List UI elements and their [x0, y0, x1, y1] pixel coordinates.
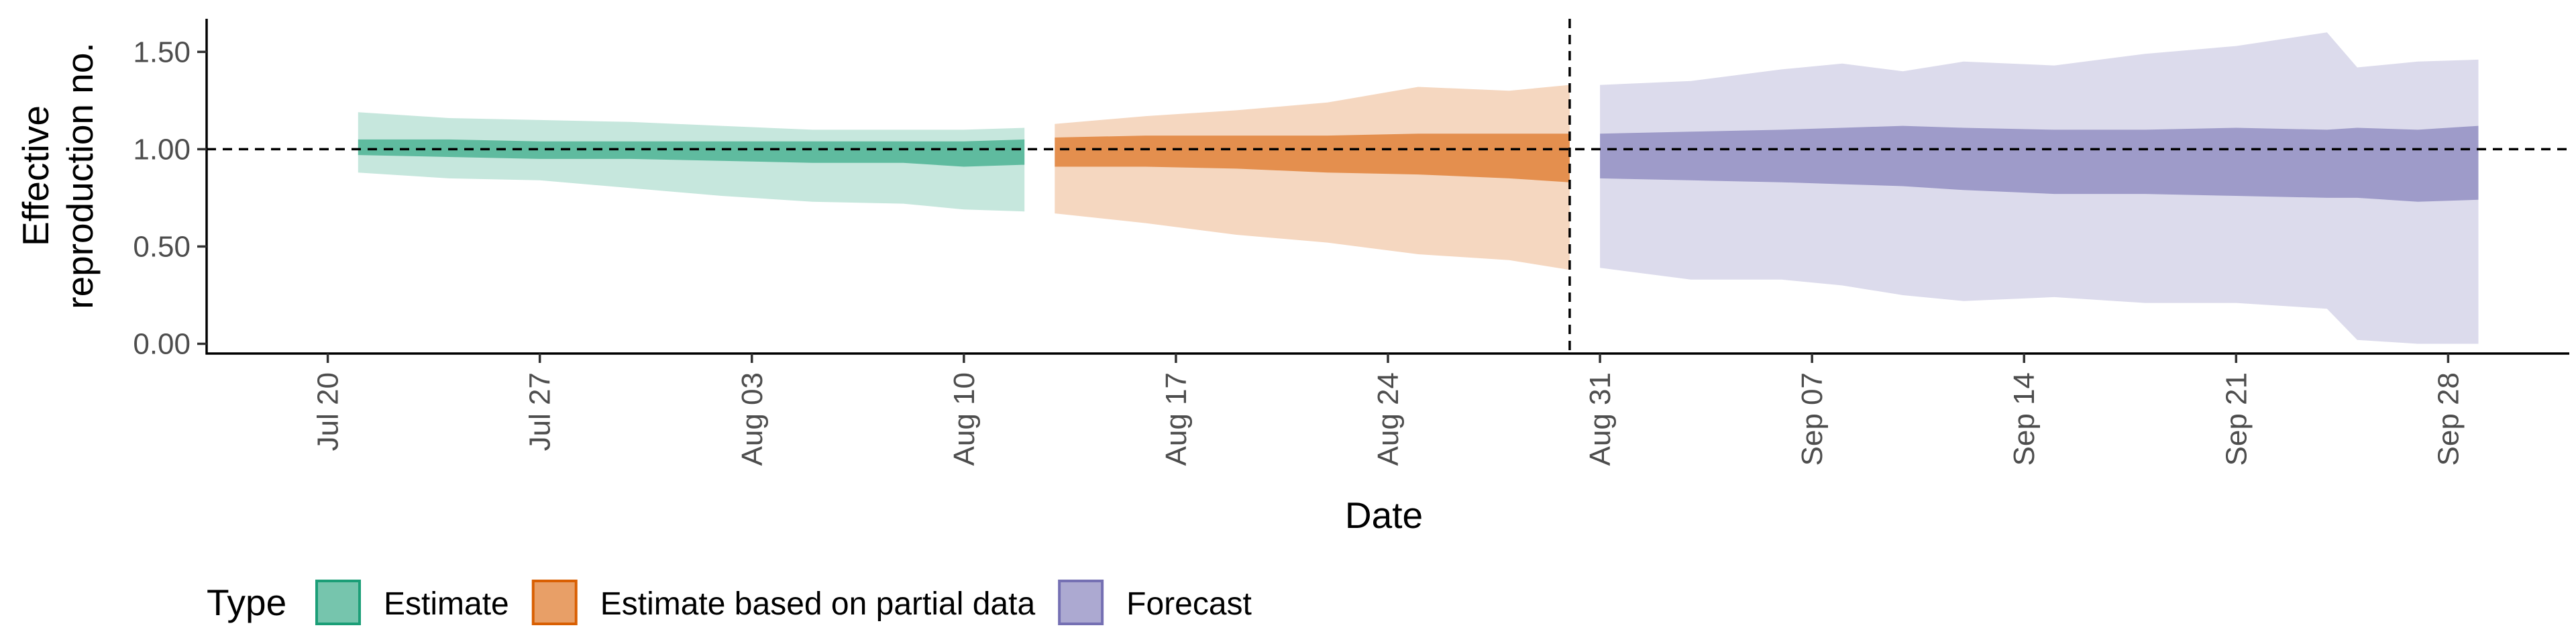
y-tick-label: 1.50 [133, 36, 191, 68]
reference-lines [207, 19, 2569, 354]
x-tick-label: Sep 21 [2220, 372, 2253, 466]
legend-swatch-estimate [315, 580, 361, 625]
x-tick-label: Sep 07 [1796, 372, 1829, 466]
band-inner-estimate-based-on-partial-data [1055, 133, 1570, 182]
axes: 0.00 0.50 1.00 1.50 Jul 20 Jul 27 Aug 03 Aug 10… [133, 19, 2569, 466]
x-tick-label: Aug 17 [1160, 372, 1193, 466]
x-tick-label: Aug 31 [1584, 372, 1617, 466]
x-tick-label: Jul 27 [524, 372, 557, 451]
ribbon-layer [358, 32, 2479, 344]
band-outer-estimate-based-on-partial-data [1055, 85, 1570, 270]
y-axis-title-line-1: Effective [15, 105, 56, 246]
y-axis-title-line-2: reproduction no. [59, 42, 101, 309]
x-tick-label: Aug 03 [736, 372, 769, 466]
y-tick-label: 1.00 [133, 133, 191, 166]
y-tick-label: 0.50 [133, 230, 191, 263]
band-inner-estimate [358, 139, 1025, 167]
legend-label-estimate: Estimate [384, 586, 509, 622]
y-tick-label: 0.00 [133, 327, 191, 360]
band-outer-estimate [358, 112, 1025, 212]
legend-swatch-estimate-based-on-partial-data [531, 580, 578, 625]
x-tick-label: Sep 14 [2008, 372, 2041, 466]
legend-label-estimate-based-on-partial-data: Estimate based on partial data [600, 586, 1036, 622]
legend-label-forecast: Forecast [1126, 586, 1252, 622]
x-tick-label: Sep 28 [2432, 372, 2465, 466]
legend-swatch-forecast [1058, 580, 1104, 625]
x-tick-label: Jul 20 [312, 372, 345, 451]
x-tick-label: Aug 24 [1372, 372, 1405, 466]
legend-title: Type [207, 582, 286, 623]
x-tick-label: Aug 10 [948, 372, 981, 466]
band-inner-forecast [1600, 125, 2479, 202]
x-axis-title: Date [1345, 494, 1423, 536]
legend: Type Estimate Estimate based on partial da… [207, 580, 1252, 625]
